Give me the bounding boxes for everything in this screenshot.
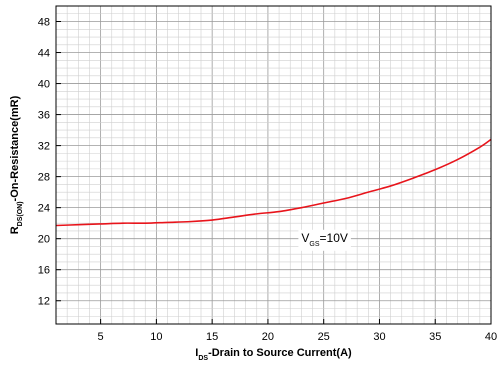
y-tick-label: 48 [38, 17, 50, 29]
y-tick-label: 16 [38, 265, 50, 277]
x-tick-label: 20 [262, 331, 274, 343]
y-tick-label: 44 [38, 48, 50, 60]
x-tick-label: 35 [429, 331, 441, 343]
y-axis-title-main: R [9, 226, 21, 234]
x-axis-title-rest: -Drain to Source Current(A) [208, 347, 352, 359]
annotation-main: V [301, 231, 309, 245]
x-axis-title-sub: DS [198, 355, 208, 362]
grid [55, 5, 492, 325]
y-tick-label: 40 [38, 79, 50, 91]
y-tick-label: 28 [38, 172, 50, 184]
series [55, 138, 492, 227]
x-tick-label: 10 [150, 331, 162, 343]
annotation-sub: GS [309, 241, 319, 248]
y-tick-label: 32 [38, 141, 50, 153]
x-tick-label: 15 [206, 331, 218, 343]
plot-frame [55, 5, 492, 325]
y-tick-labels: 12 16 20 24 28 32 36 40 44 48 [38, 17, 50, 308]
y-axis-title-sub: DS(ON) [17, 201, 24, 226]
x-axis-title-main: I [195, 347, 198, 359]
x-tick-label: 30 [373, 331, 385, 343]
x-tick-label: 40 [485, 331, 497, 343]
x-tick-label: 25 [318, 331, 330, 343]
y-axis-title-rest: -On-Resistance(mR) [9, 95, 21, 201]
x-axis-title: IDS-Drain to Source Current(A) [195, 347, 352, 362]
annotation-rest: =10V [320, 231, 348, 245]
x-tick-label: 5 [98, 331, 104, 343]
series-line [55, 138, 492, 227]
annotation-text: VGS=10V [301, 231, 348, 248]
annotation-box [298, 229, 351, 251]
x-tick-labels: 5 10 15 20 25 30 35 40 [98, 331, 497, 343]
vgs-annotation: VGS=10V [298, 229, 351, 251]
y-tick-label: 20 [38, 234, 50, 246]
y-tick-label: 36 [38, 110, 50, 122]
y-tick-label: 12 [38, 296, 50, 308]
y-tick-label: 24 [38, 203, 50, 215]
y-axis-title: RDS(ON)-On-Resistance(mR) [9, 95, 24, 234]
tick-marks [56, 21, 492, 324]
